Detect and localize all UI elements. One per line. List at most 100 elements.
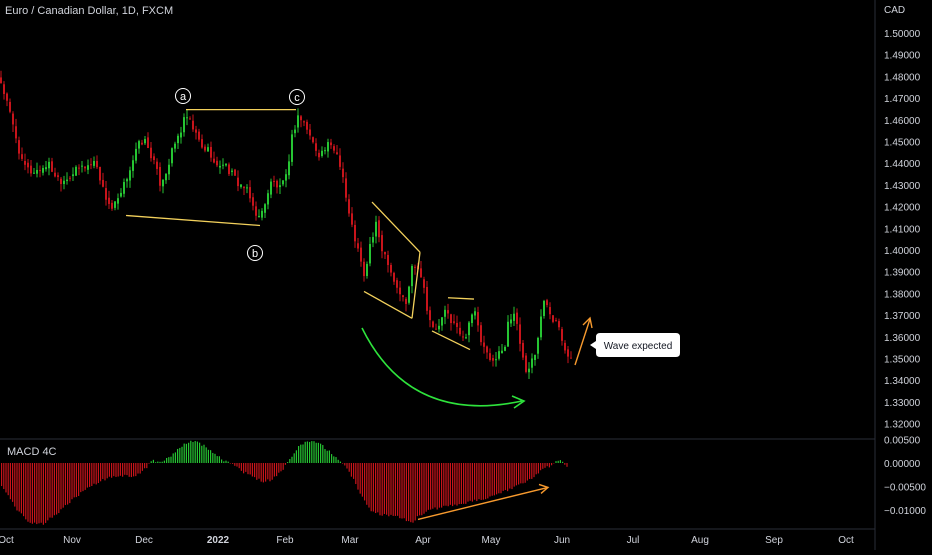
macd-bar (489, 463, 491, 497)
macd-bar (471, 463, 473, 502)
macd-bar (342, 463, 344, 464)
candle-body (261, 210, 263, 218)
macd-bar (419, 463, 421, 516)
candle-body (561, 329, 563, 341)
macd-bar (62, 463, 64, 508)
candle-body (180, 132, 182, 138)
candle-body (174, 143, 176, 149)
macd-bar (157, 461, 159, 463)
candle-body (192, 120, 194, 130)
candle-body (210, 146, 212, 158)
macd-bar (405, 463, 407, 522)
macd-bar (511, 463, 513, 490)
candle-body (126, 179, 128, 182)
candle-body (264, 204, 266, 213)
candle-body (336, 152, 338, 155)
macd-axis-tick: −0.00500 (884, 483, 926, 494)
price-axis-tick: 1.49000 (884, 51, 921, 62)
candle-body (120, 192, 122, 197)
macd-bar (410, 463, 412, 523)
candle-body (483, 342, 485, 347)
macd-bar (551, 463, 553, 466)
pattern-line-left-flag-lower (363, 290, 413, 319)
candle-body (12, 113, 14, 125)
candle-body (363, 261, 365, 277)
macd-bar (537, 463, 539, 474)
macd-bar (95, 463, 97, 485)
macd-bar (496, 463, 498, 495)
macd-bar (370, 463, 372, 512)
candle-body (219, 165, 221, 168)
macd-bar (465, 463, 467, 504)
time-axis-tick: Mar (341, 535, 359, 546)
macd-divergence-arrowhead (538, 483, 550, 494)
macd-bar (207, 449, 209, 463)
macd-bar (487, 463, 489, 499)
macd-bar (276, 463, 278, 477)
macd-bar (159, 461, 161, 463)
macd-bar (304, 441, 306, 463)
price-axis-tick: 1.50000 (884, 29, 921, 40)
macd-bar (559, 460, 561, 463)
macd-bar (546, 463, 548, 467)
candle-body (285, 174, 287, 181)
macd-bar (295, 450, 297, 463)
macd-bar (557, 460, 559, 463)
candle-body (252, 197, 254, 206)
macd-bar (225, 460, 227, 463)
candle-body (258, 215, 260, 217)
candle-body (351, 213, 353, 225)
macd-bar (69, 463, 71, 504)
candle-body (570, 357, 572, 359)
macd-bar (249, 463, 251, 475)
price-axis-tick: 1.35000 (884, 355, 921, 366)
macd-bar (480, 463, 482, 500)
macd-bar (399, 463, 401, 519)
point-label-b: b (252, 248, 258, 260)
macd-bar (522, 463, 524, 484)
candle-body (225, 163, 227, 166)
candle-body (153, 156, 155, 161)
candle-body (402, 295, 404, 298)
macd-bar (177, 448, 179, 463)
candle-body (63, 180, 65, 185)
macd-bar (86, 463, 88, 488)
macd-bar (181, 446, 183, 463)
macd-bar (443, 463, 445, 506)
macd-bar (42, 463, 44, 525)
macd-bar (256, 463, 258, 480)
macd-bar (137, 463, 139, 474)
time-axis-tick: Oct (0, 535, 14, 546)
candle-body (303, 121, 305, 123)
candle-body (492, 358, 494, 361)
macd-axis-tick: −0.01000 (884, 506, 926, 517)
time-axis-tick: Jul (627, 535, 640, 546)
candle-body (0, 77, 2, 84)
macd-bar (564, 463, 566, 465)
pattern-line-right-flag-lower (431, 330, 471, 351)
candle-body (213, 158, 215, 163)
macd-bar (190, 440, 192, 463)
candle-body (60, 178, 62, 185)
macd-bar (386, 463, 388, 515)
macd-bar (51, 463, 53, 518)
macd-bar (403, 463, 405, 519)
candle-body (339, 155, 341, 167)
macd-bar (498, 463, 500, 494)
price-axis-tick: 1.43000 (884, 181, 921, 192)
candle-body (453, 321, 455, 323)
time-axis-tick: Jun (554, 535, 570, 546)
candle-body (312, 137, 314, 143)
candle-body (45, 167, 47, 170)
price-axis-tick: 1.36000 (884, 333, 921, 344)
macd-bar (302, 444, 304, 463)
callout-box (590, 333, 680, 357)
macd-bar (163, 460, 165, 463)
macd-bar (368, 463, 370, 508)
candle-body (282, 180, 284, 185)
macd-bar (27, 463, 29, 522)
candle-body (3, 84, 5, 94)
candle-body (270, 181, 272, 195)
candle-body (435, 328, 437, 330)
candle-body (24, 160, 26, 165)
